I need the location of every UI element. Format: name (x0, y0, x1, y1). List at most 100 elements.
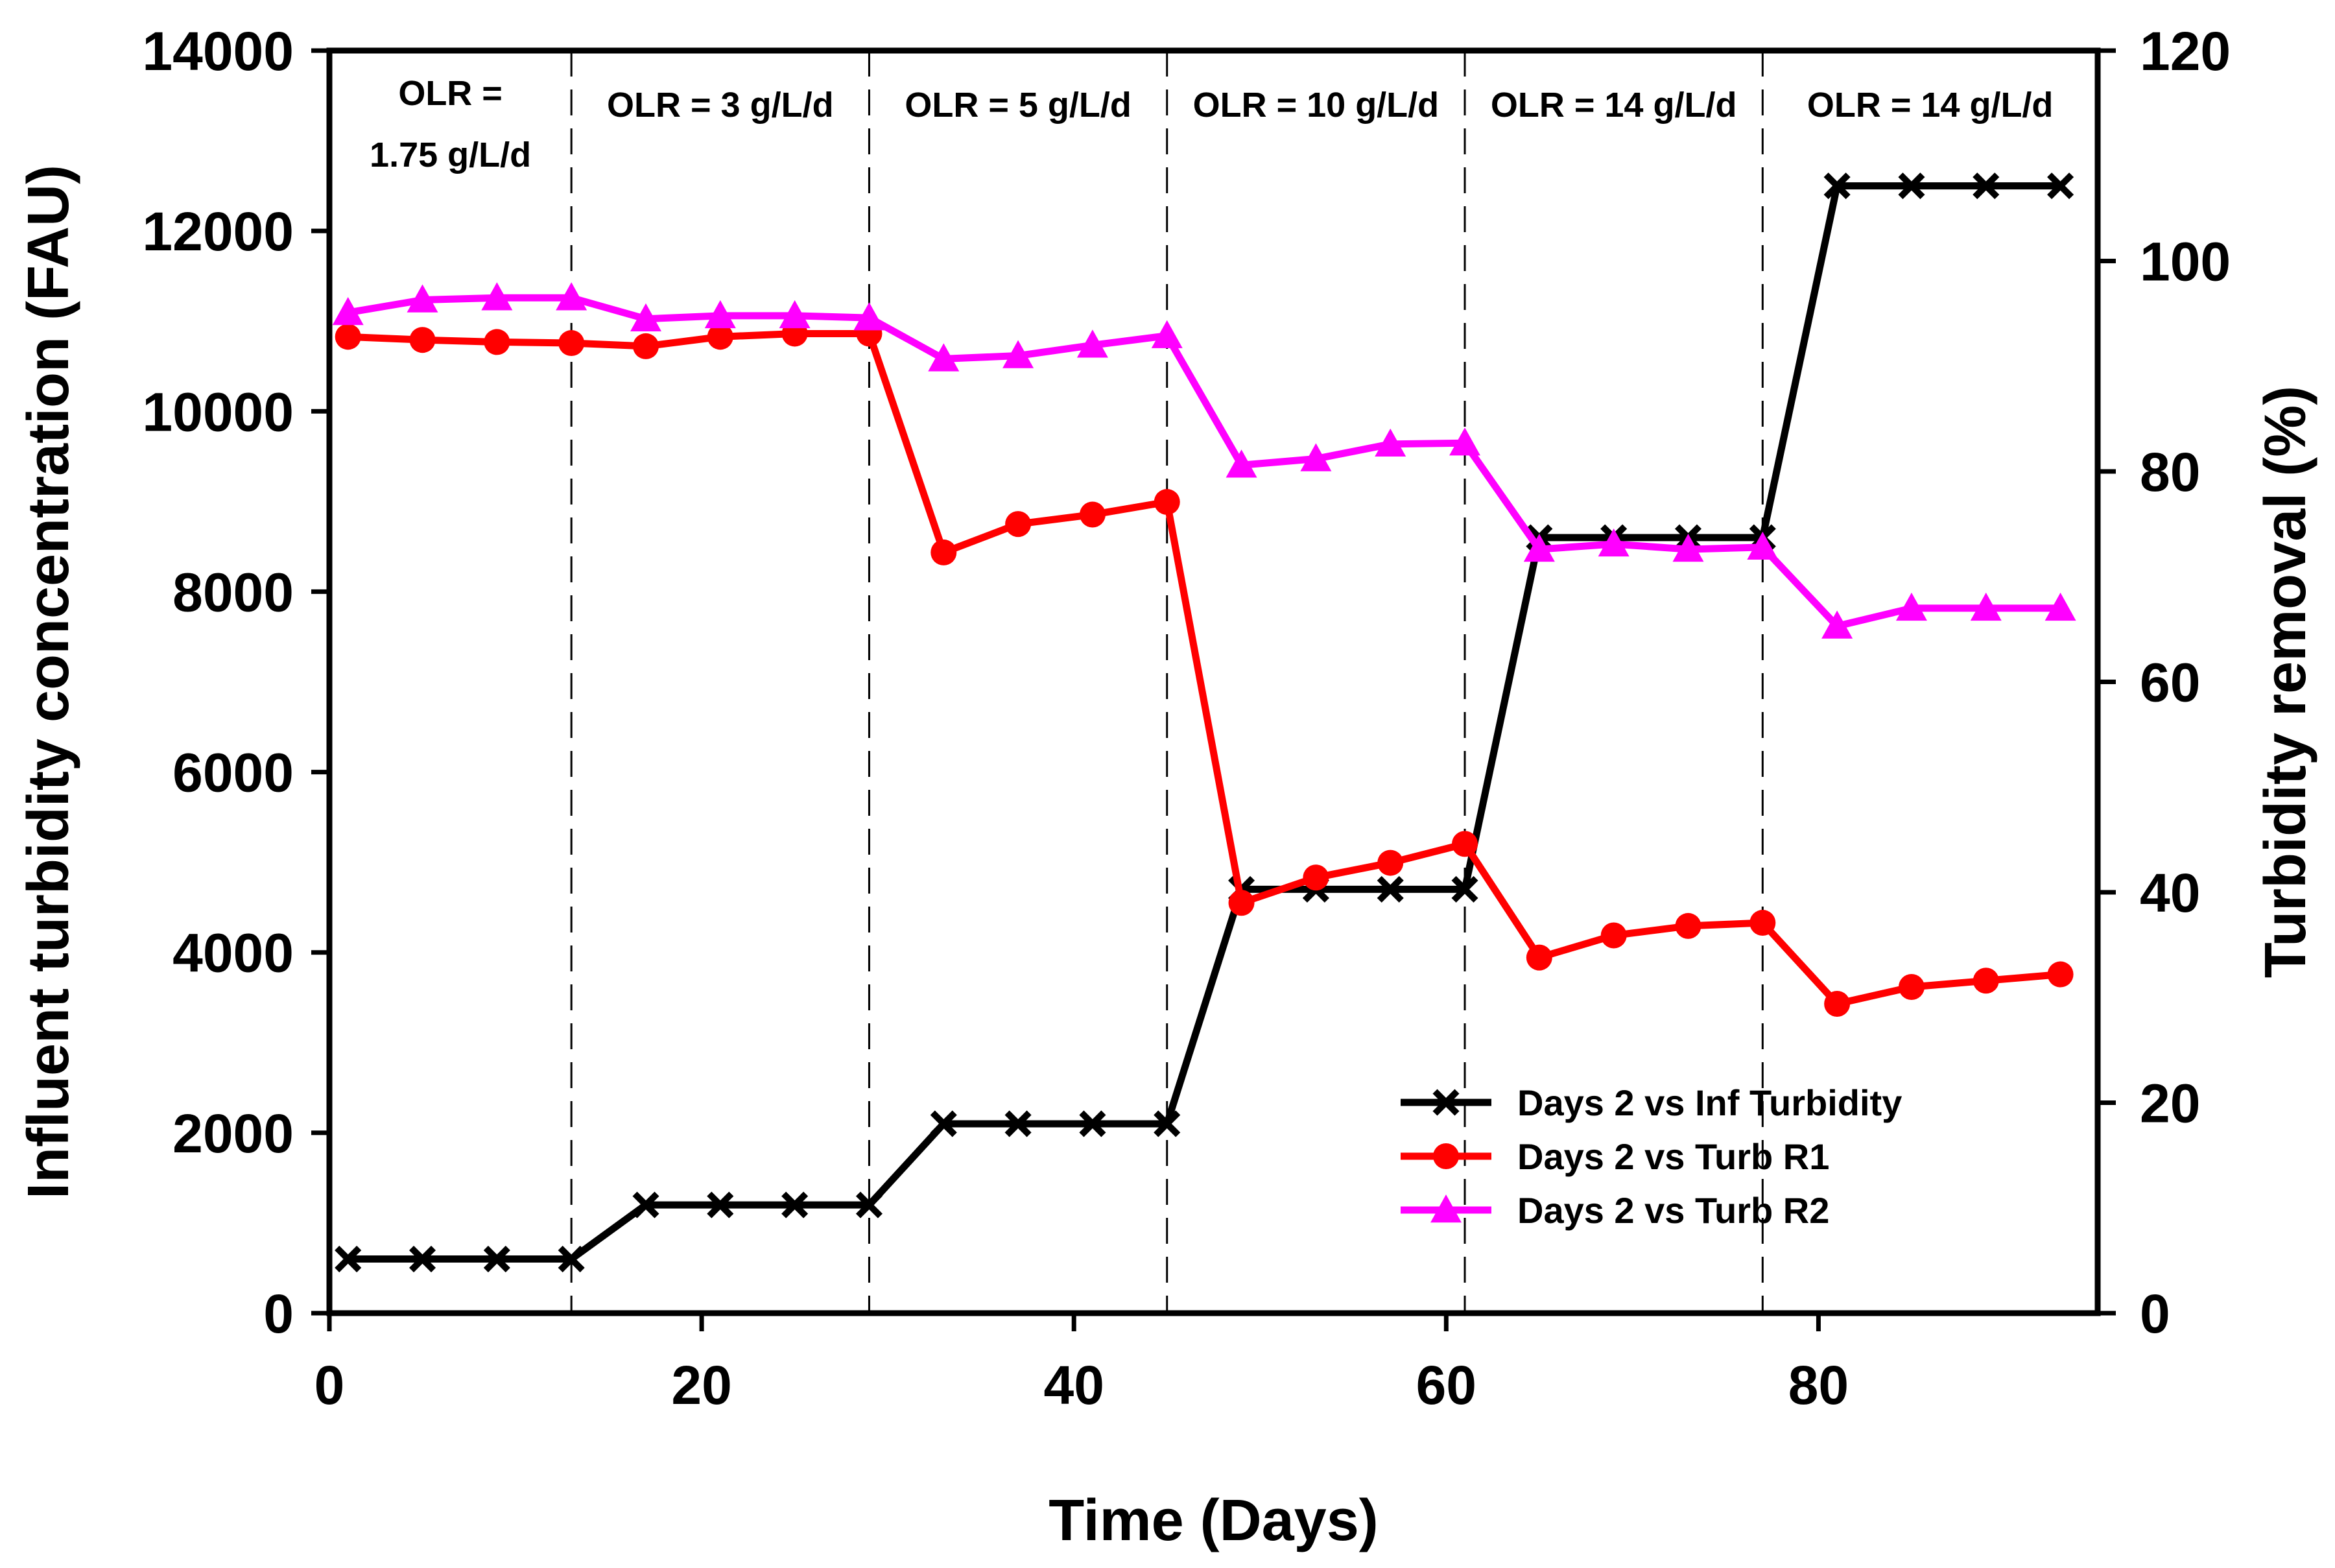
data-point (632, 1191, 659, 1218)
marker-stroke (1823, 172, 1851, 200)
legend-item: Days 2 vs Turb R2 (1401, 1190, 1829, 1231)
phase-label: OLR = (398, 74, 503, 113)
y-axis-title-left: Influent turbidity concentration (FAU) (16, 165, 81, 1199)
data-point (1747, 531, 1779, 560)
marker-stroke (781, 1191, 809, 1218)
y-tick-label-right: 80 (2140, 442, 2200, 503)
x-tick-label: 80 (1788, 1355, 1849, 1416)
data-point (928, 343, 960, 372)
marker-stroke (2047, 172, 2074, 200)
y-tick-label-left: 6000 (172, 742, 294, 803)
y-tick-label-left: 4000 (172, 923, 294, 984)
marker-stroke (1432, 1089, 1460, 1116)
data-point (2047, 172, 2074, 200)
data-point (1598, 528, 1630, 557)
data-point (1079, 501, 1106, 528)
legend-label: Days 2 vs Turb R2 (1517, 1190, 1829, 1231)
data-point (1303, 864, 1329, 891)
data-point (481, 282, 513, 311)
marker-stroke (558, 1246, 585, 1273)
marker-stroke (632, 1191, 659, 1218)
data-point (1749, 910, 1776, 936)
phase-label: OLR = 5 g/L/d (905, 86, 1132, 125)
phase-label: OLR = 14 g/L/d (1491, 86, 1737, 125)
marker-stroke (707, 1191, 734, 1218)
legend-item: Days 2 vs Turb R1 (1401, 1136, 1829, 1177)
data-point (1377, 849, 1404, 876)
legend: Days 2 vs Inf Turbidity Days 2 vs Turb R1… (1401, 1082, 1902, 1231)
data-point (1226, 449, 1257, 478)
legend-label: Days 2 vs Inf Turbidity (1517, 1082, 1902, 1123)
data-point (409, 1246, 436, 1273)
data-point (781, 1191, 809, 1218)
data-point (1154, 489, 1180, 516)
marker-stroke (409, 1246, 436, 1273)
data-point (779, 300, 811, 329)
data-point (1675, 912, 1701, 939)
data-point (630, 303, 661, 331)
marker-stroke (855, 1191, 883, 1218)
data-point (1970, 592, 2002, 621)
data-point (1154, 1110, 1181, 1137)
marker-stroke (930, 1110, 957, 1137)
y-tick-label-left: 2000 (172, 1103, 294, 1164)
data-point (1228, 890, 1255, 916)
marker-stroke (1004, 1110, 1032, 1137)
data-point (2045, 592, 2076, 621)
phase-label: 1.75 g/L/d (370, 136, 531, 174)
marker-stroke (1079, 1110, 1106, 1137)
data-point (1076, 329, 1108, 358)
data-point (1823, 172, 1851, 200)
marker-stroke (1898, 172, 1925, 200)
data-point (1452, 831, 1478, 857)
data-point (1523, 534, 1555, 562)
data-point (556, 282, 587, 311)
data-point (853, 302, 885, 331)
y-tick-label-left: 12000 (142, 201, 294, 262)
data-point (1898, 172, 1925, 200)
y-axis-title-right: Turbidity removal (%) (2253, 386, 2318, 978)
data-point (632, 333, 659, 359)
axes: 0 20 40 60 80 0 2000 4000 6000 8000 10000 12000 1400… (142, 21, 2231, 1416)
data-point (1821, 610, 1853, 639)
phase-label: OLR = 14 g/L/d (1807, 86, 2054, 125)
y-tick-label-right: 0 (2140, 1283, 2170, 1344)
marker-stroke (1973, 172, 2000, 200)
data-point (483, 1246, 510, 1273)
data-point (335, 324, 361, 350)
data-point (1151, 320, 1183, 348)
series-2 (335, 320, 2074, 1017)
legend-item: Days 2 vs Inf Turbidity (1401, 1082, 1902, 1123)
phase-boundaries: OLR = 1.75 g/L/d OLR = 3 g/L/d OLR = 5 g/L/… (370, 51, 2053, 1313)
data-point (2047, 961, 2074, 988)
y-tick-label-right: 40 (2140, 862, 2200, 923)
data-point (1300, 443, 1332, 471)
marker-stroke (1154, 1110, 1181, 1137)
data-point (1973, 172, 2000, 200)
legend-swatch-marker (1432, 1089, 1460, 1116)
data-point (1824, 990, 1851, 1017)
data-point (930, 539, 957, 565)
y-tick-label-right: 120 (2140, 21, 2231, 82)
marker-stroke (483, 1246, 510, 1273)
data-point (484, 329, 510, 355)
legend-swatch-marker (1433, 1143, 1459, 1169)
y-tick-label-right: 100 (2140, 232, 2231, 292)
legend-label: Days 2 vs Turb R1 (1517, 1136, 1829, 1177)
phase-label: OLR = 10 g/L/d (1193, 86, 1440, 125)
marker-stroke (1451, 875, 1478, 903)
x-axis-title: Time (Days) (1049, 1488, 1379, 1553)
data-point (707, 324, 733, 350)
data-series (332, 172, 2076, 1273)
data-point (1079, 1110, 1106, 1137)
y-tick-label-left: 0 (263, 1283, 294, 1344)
data-point (409, 327, 436, 353)
data-point (1377, 875, 1404, 903)
data-point (1375, 428, 1406, 457)
y-tick-label-right: 60 (2140, 652, 2200, 713)
marker-stroke (335, 1246, 362, 1273)
data-point (930, 1110, 957, 1137)
data-point (407, 284, 438, 313)
y-tick-label-left: 8000 (172, 562, 294, 623)
